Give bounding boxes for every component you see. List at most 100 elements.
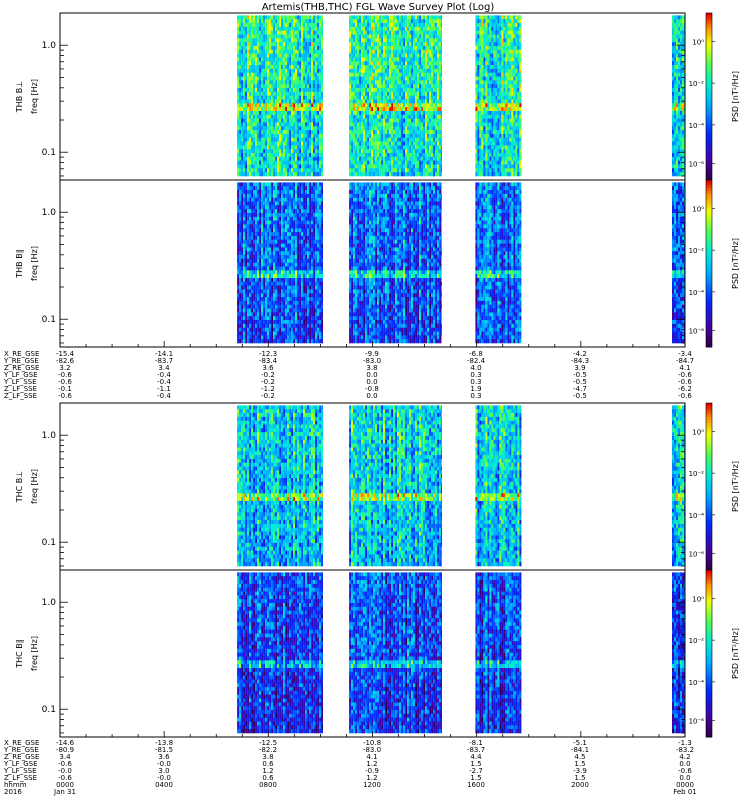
orbit-row-label: Z_RE_GSE	[4, 364, 39, 372]
orbit-value: -0.6	[678, 767, 692, 775]
orbit-value: -83.7	[467, 746, 485, 754]
orbit-value: 1600	[467, 781, 485, 789]
orbit-value: -6.2	[678, 385, 692, 393]
orbit-value: -12.5	[259, 739, 277, 747]
orbit-value: 4.1	[366, 753, 377, 761]
panel-ylabel: freq [Hz]	[30, 636, 39, 671]
orbit-value: 0.0	[679, 760, 690, 768]
orbit-value: -9.9	[365, 350, 379, 358]
orbit-value: -15.4	[56, 350, 75, 358]
orbit-row-label: Z_LF_SSE	[4, 392, 37, 400]
colorbar-frame	[705, 179, 713, 348]
orbit-row-label: Y_LF_GSE	[3, 760, 38, 768]
orbit-value: 3.2	[59, 364, 70, 372]
orbit-row-label: hhmm	[4, 781, 27, 789]
orbit-value: 3.6	[262, 364, 274, 372]
orbit-value: 0.0	[366, 392, 377, 400]
colorbar-frame	[705, 569, 713, 738]
orbit-table-top: X_RE_GSEY_RE_GSEZ_RE_GSEY_LF_GSEY_LF_SSE…	[3, 350, 694, 400]
orbit-value: -0.6	[58, 774, 72, 782]
orbit-table-bottom: X_RE_GSEY_RE_GSEZ_RE_GSEY_LF_GSEY_LF_SSE…	[3, 739, 697, 796]
data-interval	[349, 15, 442, 177]
orbit-value: Feb 01	[673, 788, 697, 796]
panel-name: THC B⊥	[15, 471, 24, 504]
panel-name: THC B∥	[15, 639, 24, 669]
orbit-value: 3.0	[158, 767, 169, 775]
orbit-value: 1.5	[470, 760, 481, 768]
y-tick-label: 0.1	[42, 538, 56, 548]
colorbar-tick-label: 10⁻⁴	[689, 122, 705, 130]
panel-ylabel: freq [Hz]	[30, 469, 39, 504]
data-interval	[349, 572, 442, 734]
y-tick-label: 0.1	[42, 705, 56, 715]
colorbar-tick-label: 10⁻⁶	[689, 327, 705, 335]
colorbar-tick-label: 10⁻²	[689, 80, 705, 88]
data-interval	[349, 405, 442, 567]
orbit-value: -0.4	[157, 392, 171, 400]
orbit-value: 0.3	[470, 371, 481, 379]
spectrogram-panel: 1.0 0.1 THB B⊥ freq [Hz] 10⁰ 10⁻² 10⁻⁴ 10⁻⁶ PSD …	[15, 12, 740, 181]
orbit-value: -82.6	[56, 357, 75, 365]
orbit-value: 1.9	[470, 385, 481, 393]
orbit-value: -0.0	[157, 760, 171, 768]
orbit-value: -83.4	[259, 357, 278, 365]
orbit-value: -0.6	[58, 760, 72, 768]
orbit-value: -82.2	[259, 746, 277, 754]
orbit-value: 1200	[363, 781, 381, 789]
orbit-value: -84.1	[571, 746, 589, 754]
orbit-value: 4.1	[679, 364, 690, 372]
orbit-value: Jan 31	[53, 788, 76, 796]
orbit-value: -0.6	[678, 392, 692, 400]
orbit-value: -2.7	[469, 767, 483, 775]
orbit-value: 0000	[676, 781, 694, 789]
orbit-row-label: Z_RE_GSE	[4, 753, 39, 761]
y-tick-label: 0.1	[42, 315, 56, 325]
orbit-row-label: Y_LF_GSE	[3, 371, 38, 379]
colorbar-tick-label: 10⁻²	[689, 637, 705, 645]
y-tick-label: 1.0	[42, 41, 57, 51]
colorbar-tick-label: 10⁰	[692, 38, 704, 46]
colorbar-tick-label: 10⁻⁴	[689, 679, 705, 687]
orbit-value: 3.9	[574, 364, 585, 372]
orbit-value: 4.4	[470, 753, 482, 761]
colorbar: 10⁰ 10⁻² 10⁻⁴ 10⁻⁶ PSD [nT²/Hz]	[689, 402, 740, 571]
orbit-value: -0.4	[157, 378, 171, 386]
orbit-value: -0.8	[365, 385, 379, 393]
orbit-value: 0000	[56, 781, 74, 789]
orbit-value: -12.3	[259, 350, 277, 358]
orbit-value: -81.5	[155, 746, 173, 754]
orbit-value: 4.0	[470, 364, 481, 372]
orbit-value: 3.4	[158, 364, 170, 372]
orbit-value: 1.5	[470, 774, 481, 782]
orbit-value: -0.2	[261, 371, 275, 379]
orbit-value: -13.8	[155, 739, 173, 747]
orbit-value: 1.2	[366, 760, 377, 768]
spectrogram-panel: 1.0 0.1 THC B∥ freq [Hz] 10⁰ 10⁻² 10⁻⁴ 10⁻⁶ PSD …	[15, 569, 740, 738]
data-interval	[237, 15, 323, 177]
orbit-value: -82.4	[467, 357, 486, 365]
orbit-row-label: Y_LF_SSE	[3, 767, 37, 775]
orbit-value: -84.7	[676, 357, 694, 365]
orbit-row-label: 2016	[4, 788, 22, 796]
orbit-value: 0.3	[470, 378, 481, 386]
orbit-value: -0.2	[261, 378, 275, 386]
orbit-value: -0.5	[573, 378, 587, 386]
orbit-value: 0.0	[366, 378, 377, 386]
orbit-value: 0.0	[679, 774, 690, 782]
orbit-tables: X_RE_GSEY_RE_GSEZ_RE_GSEY_LF_GSEY_LF_SSE…	[3, 350, 697, 796]
orbit-value: -3.9	[573, 767, 587, 775]
colorbar-label: PSD [nT²/Hz]	[731, 628, 740, 679]
orbit-value: -1.2	[261, 385, 275, 393]
orbit-value: 1.2	[262, 767, 273, 775]
orbit-value: -0.6	[58, 378, 72, 386]
orbit-row-label: Y_RE_GSE	[3, 357, 39, 365]
orbit-value: -0.6	[678, 371, 692, 379]
data-interval	[475, 182, 522, 344]
orbit-value: -83.0	[363, 746, 381, 754]
orbit-value: -83.0	[363, 357, 381, 365]
colorbar-tick-label: 10⁻⁴	[689, 512, 705, 520]
orbit-value: -0.2	[261, 392, 275, 400]
orbit-value: -0.1	[58, 385, 72, 393]
orbit-value: -4.2	[573, 350, 587, 358]
colorbar: 10⁰ 10⁻² 10⁻⁴ 10⁻⁶ PSD [nT²/Hz]	[689, 12, 740, 181]
